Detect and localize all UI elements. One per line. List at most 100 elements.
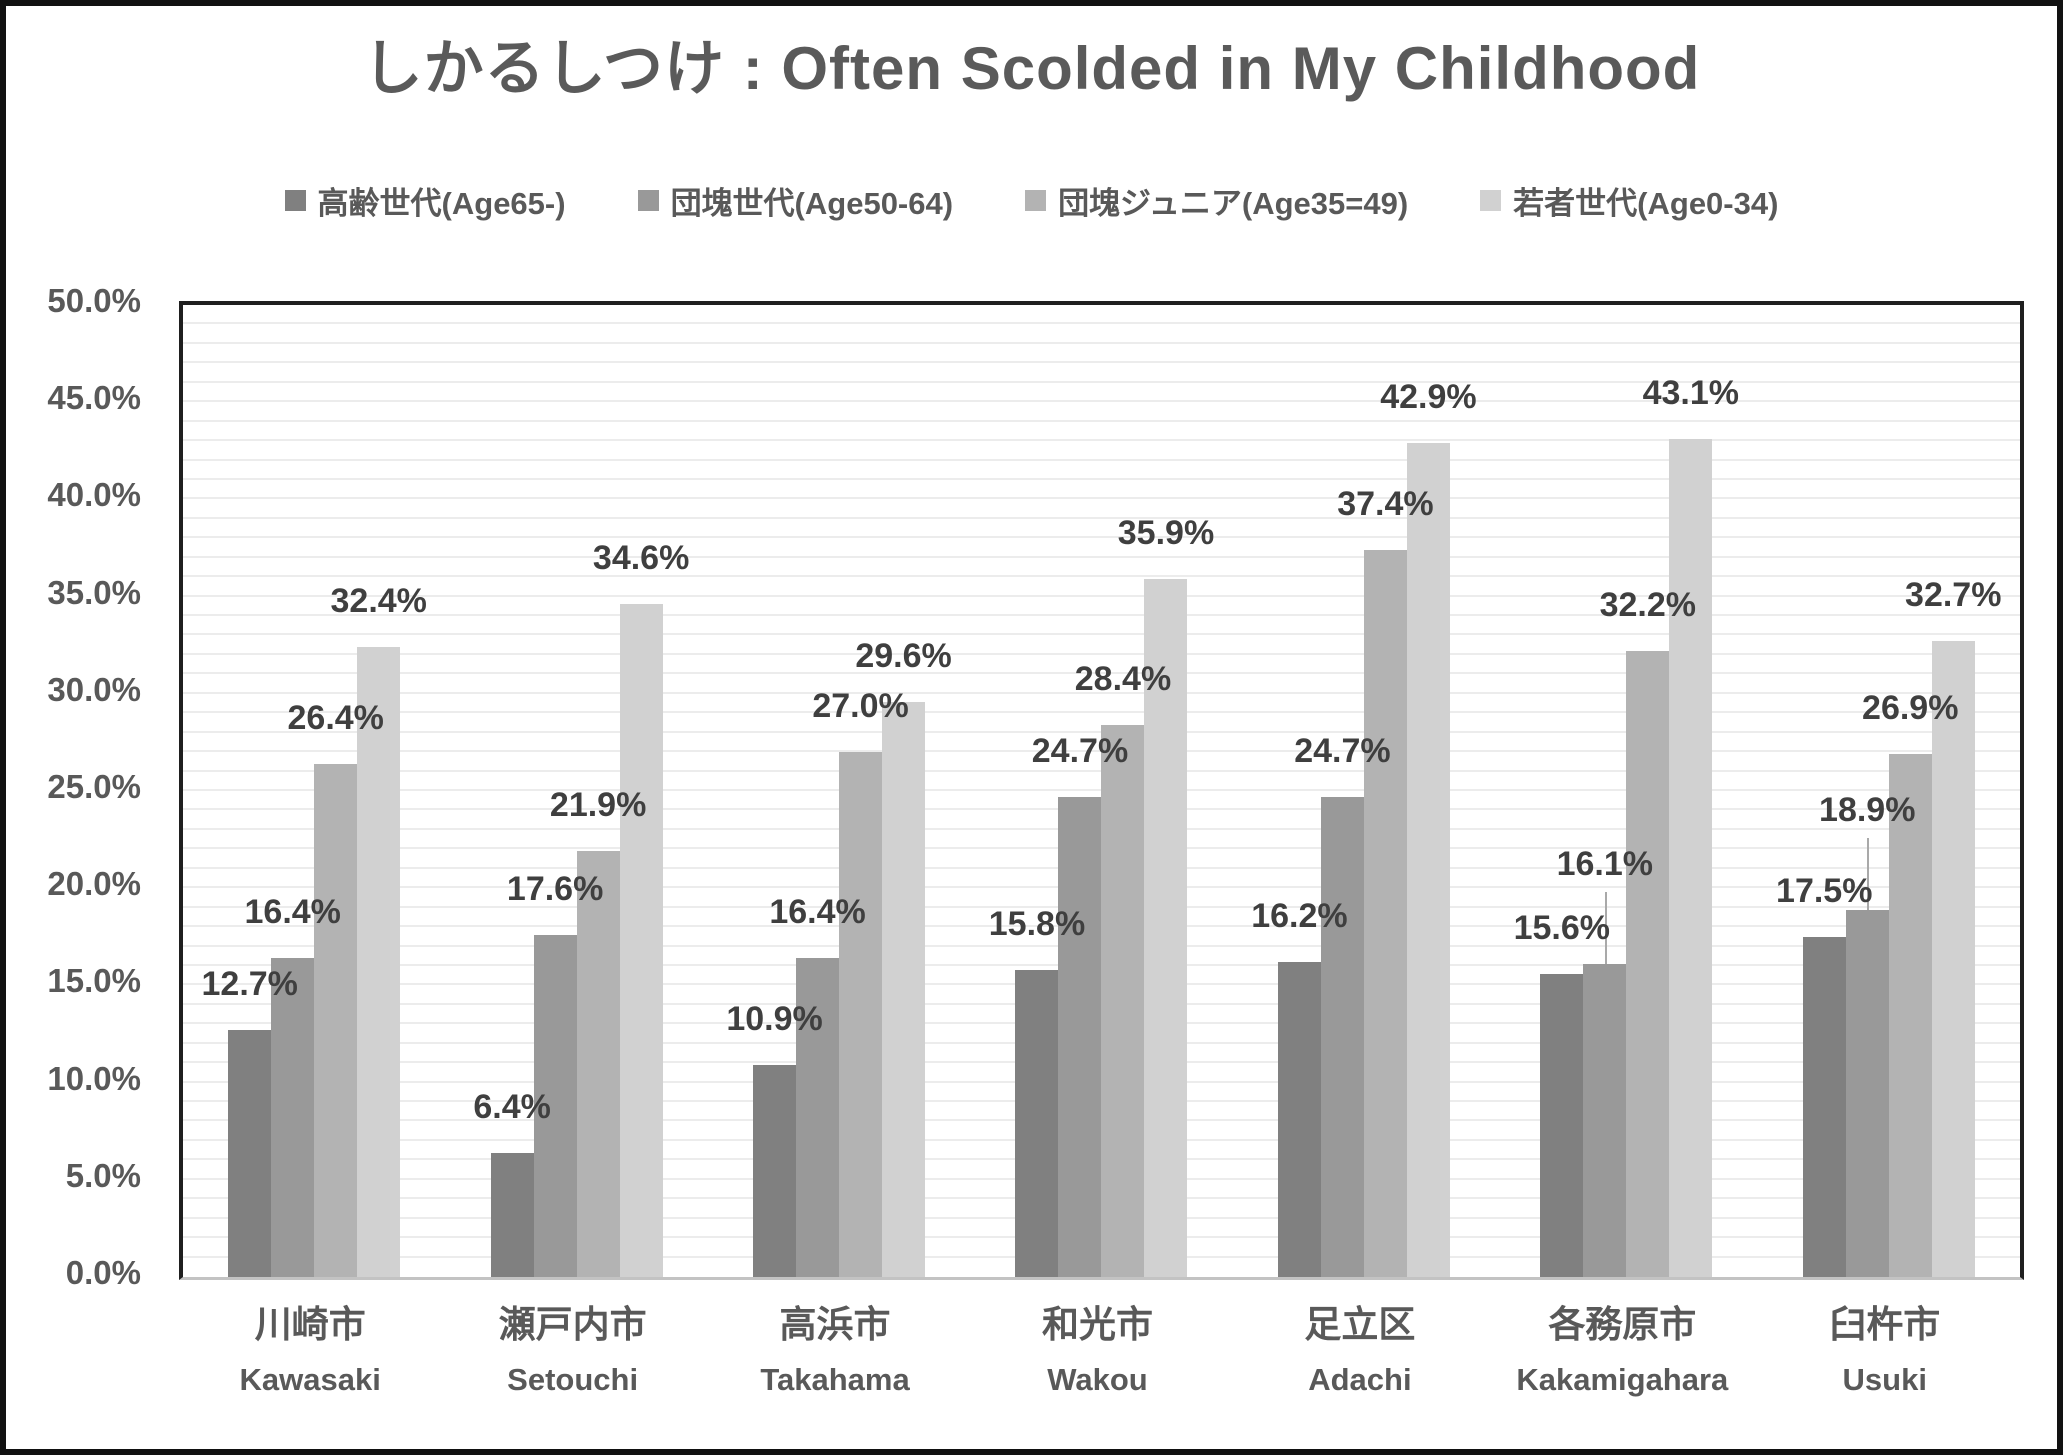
bar-series-3: 37.4% [1337,485,1434,1277]
x-label-romaji: Takahama [760,1362,910,1397]
bar-group: 6.4% 17.6% 21.9% 34.6% [445,305,707,1277]
gridline [183,400,2020,403]
bar-series-2: 16.4% [245,893,341,1277]
gridline [183,536,2020,539]
label-leader-line [1604,892,1607,965]
gridline [183,575,2020,578]
bar-value-label: 32.7% [1905,576,2002,615]
bar-group: 15.6% 16.1% 32.2% 43.1% [1495,305,1757,1277]
bar-value-label: 10.9% [726,1000,823,1039]
bar-group: 15.8% 24.7% 28.4% 35.9% [970,305,1232,1277]
y-tick-label: 10.0% [47,1059,141,1097]
x-category-label: 高浜市 Takahama [704,1294,966,1398]
plot-area: 12.7% 16.4% 26.4% 32.4% 6.4% 17.6% 21.9% 34.6% 1… [179,301,2024,1280]
legend-swatch-icon [637,190,659,211]
x-category-label: 各務原市 Kakamigahara [1491,1294,1753,1398]
bar-value-label: 17.5% [1776,871,1873,910]
legend-item-age50-64: 団塊世代(Age50-64) [637,178,953,223]
bar-value-label: 34.6% [592,539,690,578]
bar-series-2: 18.9% [1819,791,1915,1277]
x-category-label: 足立区 Adachi [1229,1294,1491,1398]
x-label-romaji: Kawasaki [239,1362,381,1397]
x-label-japanese: 和光市 [1041,1304,1153,1345]
gridline [183,322,2020,325]
bar-series-2: 16.4% [769,893,866,1277]
legend-swatch-icon [1025,190,1047,211]
bar-series-4: 29.6% [855,637,952,1277]
bar-value-label: 26.4% [287,698,384,737]
bar-series-1: 16.2% [1251,897,1348,1277]
bar-series-2: 16.1% [1557,845,1653,1277]
bar-series-4: 34.6% [593,539,689,1277]
bar-series-1: 15.8% [989,905,1085,1277]
bar-value-label: 28.4% [1074,659,1172,698]
x-label-japanese: 瀬戸内市 [498,1304,647,1345]
legend-swatch-icon [1480,190,1502,211]
bar-value-label: 18.9% [1819,790,1916,829]
legend-label: 若者世代(Age0-34) [1513,186,1779,221]
bar-value-label: 15.8% [988,904,1086,943]
bar-series-1: 6.4% [473,1088,551,1277]
x-label-romaji: Setouchi [507,1362,639,1397]
y-tick-label: 0.0% [65,1254,141,1291]
bar-value-label: 26.9% [1862,689,1959,728]
chart-title: しかるしつけ : Often Scolded in My Childhood [362,35,1701,102]
gridline [183,691,2020,694]
x-category-label: 臼杵市 Usuki [1754,1294,2016,1398]
bar-value-label: 37.4% [1337,484,1434,523]
x-category-label: 和光市 Wakou [966,1294,1228,1398]
x-label-romaji: Kakamigahara [1516,1362,1729,1397]
bar-value-label: 32.2% [1599,586,1697,625]
bar-series-2: 17.6% [507,870,603,1277]
y-tick-label: 20.0% [47,865,141,903]
label-leader-line [1867,837,1870,910]
bar-value-label: 42.9% [1380,378,1477,417]
x-category-label: 川崎市 Kawasaki [179,1294,441,1398]
x-category-label: 瀬戸内市 Setouchi [441,1294,703,1398]
bar-series-4: 43.1% [1643,374,1739,1277]
legend-item-age0-34: 若者世代(Age0-34) [1480,178,1778,223]
bar-series-1: 12.7% [202,965,298,1277]
bar-group: 12.7% 16.4% 26.4% 32.4% [183,305,445,1277]
bar-series-3: 21.9% [550,786,646,1277]
y-tick-label: 30.0% [47,670,141,708]
gridline [183,555,2020,558]
x-label-japanese: 臼杵市 [1829,1304,1941,1345]
y-axis: 0.0% 5.0% 10.0% 15.0% 20.0% 25.0% 30.0% 35.0% 40… [6,282,141,1291]
gridline [183,341,2020,344]
bar-value-label: 6.4% [473,1087,551,1126]
gridline [183,380,2020,383]
y-tick-label: 5.0% [65,1156,141,1194]
bar-value-label: 29.6% [855,636,952,675]
gridline [183,516,2020,519]
bar-series-1: 10.9% [726,1000,823,1277]
bar-value-label: 16.1% [1556,845,1654,884]
gridline [183,497,2020,500]
bar-value-label: 32.4% [330,582,427,621]
y-tick-label: 50.0% [47,282,141,319]
x-label-romaji: Wakou [1047,1362,1148,1397]
bar-value-label: 21.9% [549,786,647,825]
gridline [183,711,2020,714]
bar-series-4: 42.9% [1380,378,1477,1277]
bar-value-label: 35.9% [1117,514,1215,553]
y-tick-label: 40.0% [47,476,141,514]
x-label-japanese: 足立区 [1304,1304,1416,1345]
bar-value-label: 24.7% [1031,731,1129,770]
legend-swatch-icon [284,190,306,211]
legend-label: 高齢世代(Age65-) [317,186,566,221]
x-label-japanese: 各務原市 [1548,1304,1697,1345]
x-label-romaji: Adachi [1308,1362,1412,1397]
bar-group: 16.2% 24.7% 37.4% 42.9% [1233,305,1495,1277]
gridline [183,477,2020,480]
gridline [183,614,2020,617]
bar-series-2: 24.7% [1032,732,1128,1277]
bar-value-label: 27.0% [812,687,909,726]
bar-series-3: 26.9% [1862,689,1958,1277]
bar-series-3: 32.2% [1600,586,1696,1277]
y-tick-label: 45.0% [47,379,141,417]
y-tick-label: 35.0% [47,573,141,611]
bar-series-4: 32.4% [331,582,427,1277]
bar-group: 10.9% 16.4% 27.0% 29.6% [708,305,970,1277]
